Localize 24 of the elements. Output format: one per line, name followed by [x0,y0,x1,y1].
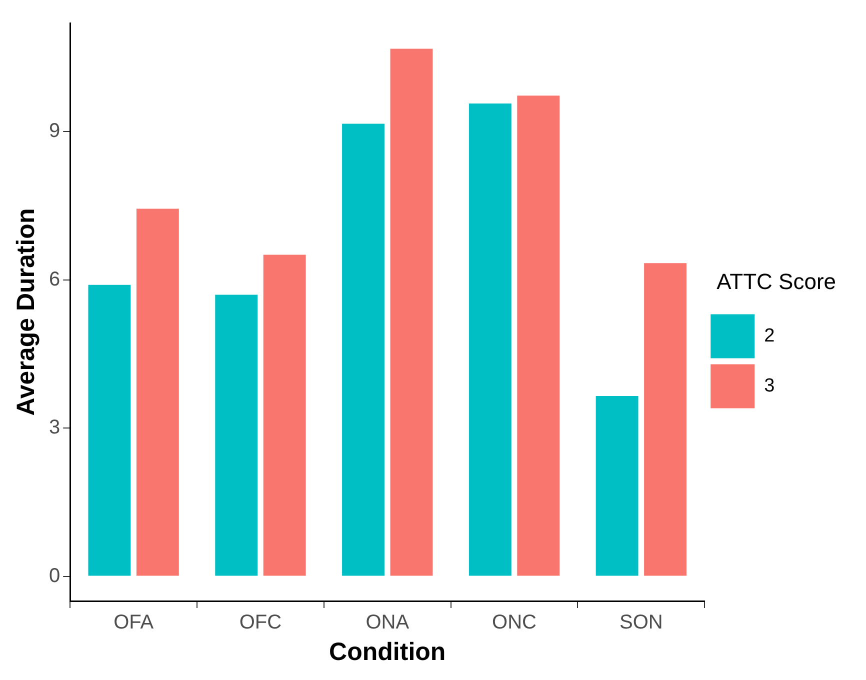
bar [136,208,179,576]
x-tick-label: SON [619,612,663,634]
bar [342,124,384,576]
bar [215,294,258,576]
y-tick-label: 3 [49,416,60,439]
legend-label: 2 [764,325,775,346]
legend-label: 3 [764,375,775,396]
bar [468,104,512,576]
y-tick-label: 9 [49,120,60,142]
legend-title: ATTC Score [716,268,836,294]
y-tick-label: 0 [49,564,60,587]
x-tick-label: OFC [239,612,282,634]
x-tick-label: ONC [492,612,536,634]
y-axis-title: Average Duration [12,208,40,416]
y-tick-label: 6 [49,268,60,290]
bar [644,263,686,576]
bar [517,96,560,576]
x-tick-label: ONA [366,612,410,634]
bar [88,284,131,576]
bar [263,254,306,576]
bar [596,396,638,576]
x-tick-label: OFA [114,612,154,634]
x-axis-title: Condition [329,638,446,666]
bar [390,48,433,576]
